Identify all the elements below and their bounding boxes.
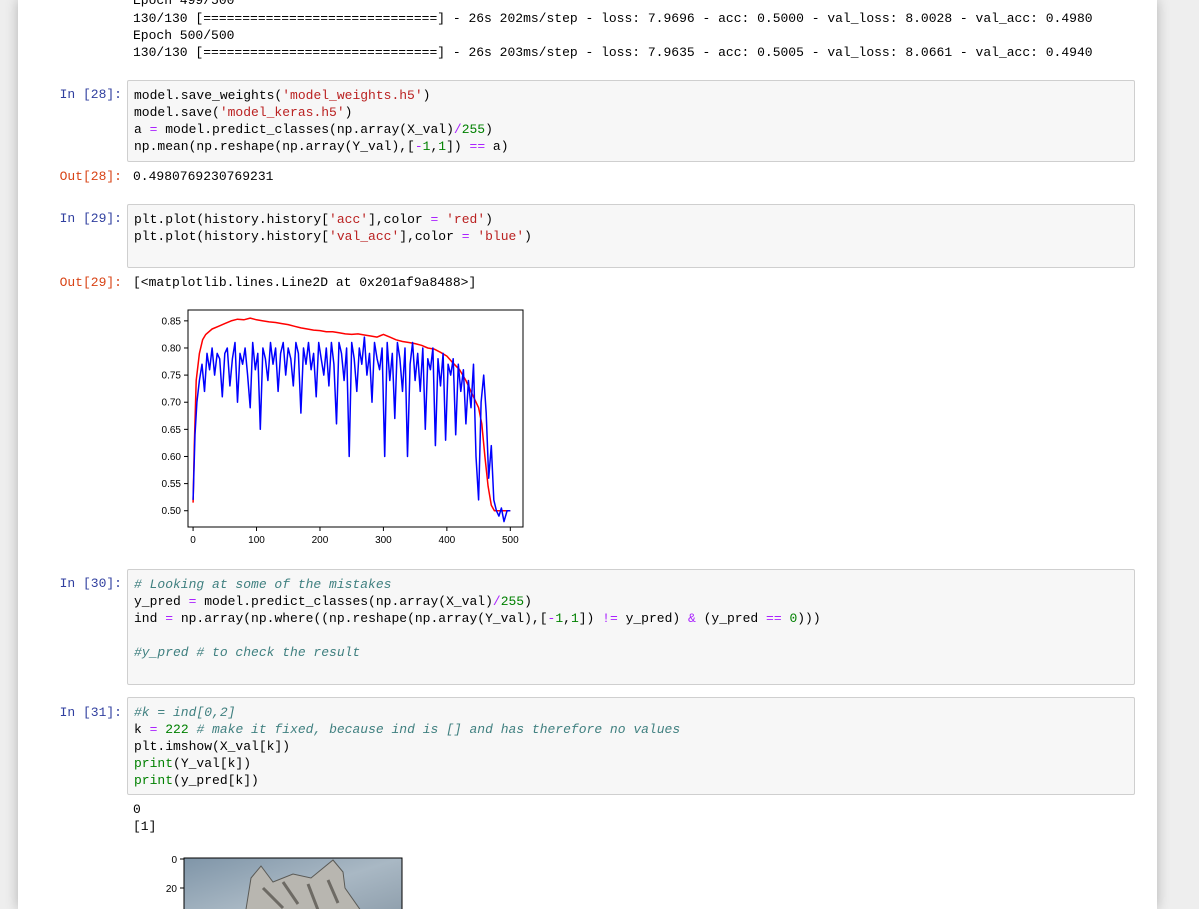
code-line: print(y_pred[k]) [134, 773, 259, 788]
input-prompt: In [30]: [59, 576, 122, 591]
x-tick-label: 400 [439, 535, 456, 546]
code-cell-31[interactable]: #k = ind[0,2] k = 222 # make it fixed, b… [127, 697, 1135, 795]
notebook-page: Epoch 499/500 130/130 [=================… [18, 0, 1157, 909]
input-prompt: In [31]: [59, 705, 122, 720]
input-prompt: In [29]: [59, 211, 122, 226]
plot-area [188, 310, 523, 527]
code-cell-28[interactable]: model.save_weights('model_weights.h5') m… [127, 80, 1135, 162]
input-prompt: In [28]: [59, 87, 122, 102]
training-log-line: Epoch 499/500 [133, 0, 235, 8]
code-comment: #y_pred # to check the result [134, 645, 361, 660]
y-tick-label: 0.85 [162, 316, 182, 327]
code-line: model.save_weights('model_weights.h5') [134, 88, 431, 103]
x-tick-label: 500 [502, 535, 519, 546]
code-line: plt.plot(history.history['val_acc'],colo… [134, 229, 532, 244]
y-tick-label: 0.60 [162, 452, 182, 463]
series-line-1 [192, 336, 511, 523]
y-tick-label: 0.65 [162, 425, 182, 436]
cell-output: [<matplotlib.lines.Line2D at 0x201af9a84… [133, 275, 477, 290]
code-line: y_pred = model.predict_classes(np.array(… [134, 594, 532, 609]
code-cell-30[interactable]: # Looking at some of the mistakes y_pred… [127, 569, 1135, 685]
code-line: model.save('model_keras.h5') [134, 105, 353, 120]
y-tick-label: 0 [171, 855, 177, 866]
training-log-line: 130/130 [==============================]… [133, 11, 1093, 26]
y-tick-label: 0.80 [162, 343, 182, 354]
image-plot: 0 20 [166, 855, 403, 909]
code-line: np.mean(np.reshape(np.array(Y_val),[-1,1… [134, 139, 509, 154]
cell-output: 0.4980769230769231 [133, 169, 274, 184]
x-tick-label: 0 [190, 535, 196, 546]
cat-image-stripes [261, 879, 340, 909]
output-prompt: Out[28]: [59, 169, 122, 184]
x-tick-label: 300 [375, 535, 392, 546]
cat-image-shape [245, 859, 361, 909]
code-comment: #k = ind[0,2] [134, 705, 236, 720]
x-tick-label: 100 [248, 535, 265, 546]
y-tick-label: 0.55 [162, 479, 182, 490]
training-log-line: 130/130 [==============================]… [133, 45, 1093, 60]
y-tick-label: 0.70 [162, 398, 182, 409]
code-comment: # Looking at some of the mistakes [134, 577, 392, 592]
y-tick-label: 0.75 [162, 371, 182, 382]
code-line: a = model.predict_classes(np.array(X_val… [134, 122, 493, 137]
code-line: print(Y_val[k]) [134, 756, 252, 771]
code-cell-29[interactable]: plt.plot(history.history['acc'],color = … [127, 204, 1135, 268]
code-line: plt.plot(history.history['acc'],color = … [134, 212, 493, 227]
x-tick-label: 200 [312, 535, 329, 546]
y-tick-label: 20 [166, 884, 178, 895]
series-line-0 [192, 317, 511, 512]
stdout-line: 0 [133, 802, 141, 817]
plot-frame [187, 309, 524, 528]
code-line: k = 222 # make it fixed, because ind is … [134, 722, 681, 737]
code-line: ind = np.array(np.where((np.reshape(np.a… [134, 611, 821, 626]
output-prompt: Out[29]: [59, 275, 122, 290]
stdout-line: [1] [133, 819, 157, 834]
training-log-line: Epoch 500/500 [133, 28, 235, 43]
code-line: plt.imshow(X_val[k]) [134, 739, 291, 754]
accuracy-line-chart: 0 100 200 300 400 500 0.50 0.55 0.60 0.65 0.70 0.75… [162, 309, 524, 546]
y-tick-label: 0.50 [162, 506, 182, 517]
